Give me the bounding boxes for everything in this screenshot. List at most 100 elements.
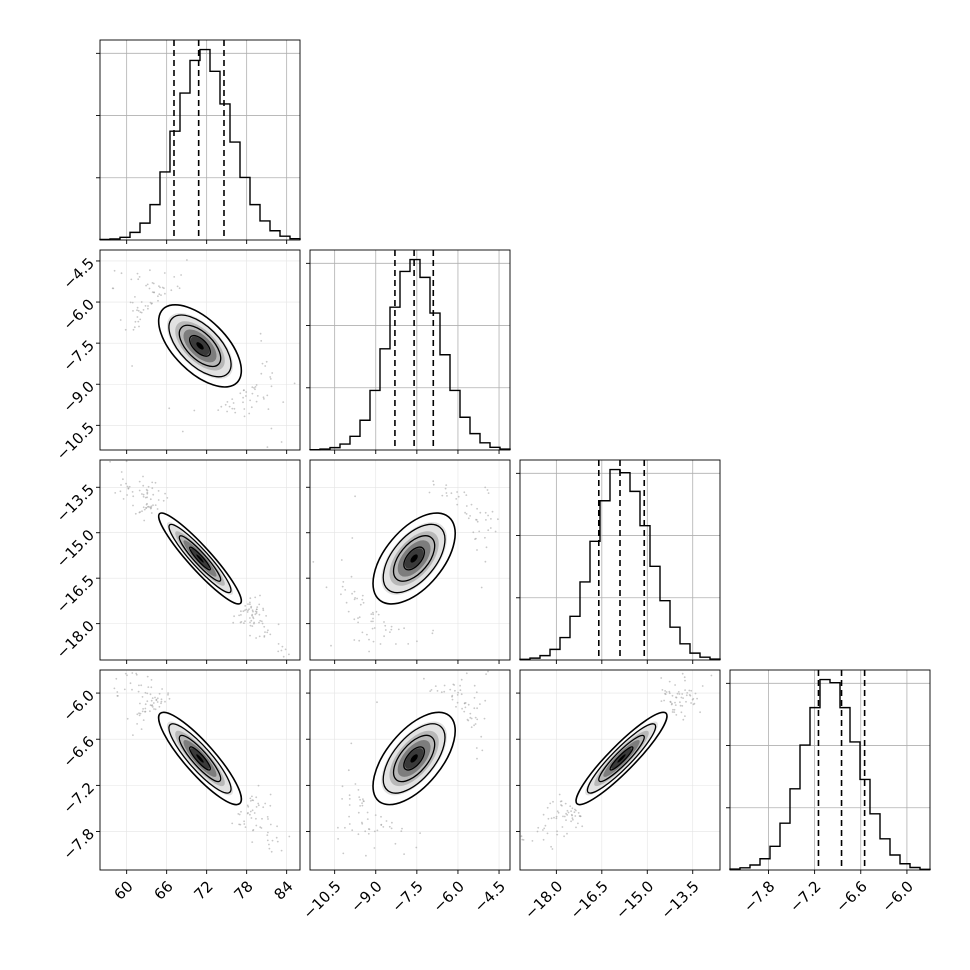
scatter-point (111, 287, 114, 290)
scatter-point (149, 301, 152, 304)
density-fill (196, 342, 204, 350)
x-tick-label: −7.5 (388, 877, 426, 915)
scatter-point (469, 716, 472, 719)
scatter-point (277, 650, 280, 653)
scatter-point (263, 398, 265, 400)
scatter-point (570, 813, 573, 816)
scatter-point (678, 693, 681, 695)
scatter-point (151, 487, 154, 490)
scatter-point (146, 283, 149, 286)
scatter-point (136, 713, 139, 716)
scatter-point (465, 672, 468, 675)
y-tick-label: −9.0 (60, 378, 98, 416)
scatter-point (260, 620, 263, 623)
scatter-point (342, 581, 345, 583)
scatter-point (562, 815, 564, 818)
scatter-point (131, 672, 134, 674)
scatter-point (473, 696, 476, 699)
scatter-point (350, 742, 353, 745)
scatter-point (151, 697, 154, 699)
scatter-point (368, 650, 370, 653)
scatter-point (665, 691, 668, 693)
scatter-point (142, 506, 145, 509)
scatter-point (126, 674, 128, 677)
scatter-point (358, 639, 361, 642)
scatter-point (464, 706, 467, 709)
contour-line (157, 303, 243, 388)
scatter-point (520, 835, 523, 838)
scatter-point (132, 328, 135, 331)
scatter-point (551, 848, 554, 850)
scatter-point (147, 305, 149, 307)
panel-frame-2-0 (99, 459, 301, 661)
scatter-point (276, 840, 279, 843)
scatter-point (354, 597, 356, 599)
scatter-point (126, 485, 129, 488)
scatter-point (268, 843, 270, 846)
scatter-point (481, 749, 484, 752)
scatter-point (220, 405, 223, 408)
scatter-point (361, 594, 364, 597)
scatter-point (137, 278, 140, 281)
scatter-points-2-1 (312, 480, 499, 653)
scatter-point (134, 296, 136, 298)
scatter-point (141, 696, 144, 698)
scatter-point (451, 698, 454, 701)
scatter-point (288, 653, 290, 656)
scatter-point (384, 624, 387, 627)
scatter-point (457, 495, 460, 498)
contour-line (403, 746, 426, 771)
scatter-point (441, 494, 444, 497)
scatter-point (361, 802, 363, 804)
scatter-point (269, 378, 272, 380)
scatter-point (679, 701, 681, 704)
scatter-point (390, 628, 393, 631)
scatter-point (255, 796, 258, 799)
scatter-point (255, 400, 258, 403)
scatter-point (115, 677, 118, 680)
scatter-point (139, 318, 142, 321)
scatter-point (142, 495, 145, 498)
scatter-point (257, 804, 260, 807)
scatter-point (565, 812, 567, 815)
contour-line (403, 546, 426, 571)
scatter-point (244, 620, 246, 623)
scatter-point (249, 601, 251, 604)
contour-line (168, 723, 232, 794)
scatter-point (476, 549, 478, 551)
scatter-point (487, 492, 490, 494)
scatter-point (353, 618, 356, 621)
scatter-point (228, 405, 231, 408)
scatter-point (419, 832, 421, 834)
scatter-point (125, 460, 128, 463)
y-tick-label: −13.5 (53, 481, 98, 526)
scatter-point (136, 309, 138, 312)
scatter-point (432, 480, 435, 483)
scatter-point (261, 622, 264, 625)
scatter-point (252, 610, 254, 613)
scatter-point (153, 291, 156, 294)
scatter-point (249, 617, 251, 619)
contour-line (392, 535, 436, 582)
scatter-point (373, 830, 376, 833)
scatter-point (474, 716, 477, 719)
scatter-point (440, 691, 443, 694)
panel-frame-1-1 (309, 249, 511, 451)
scatter-point (372, 620, 374, 623)
scatter-point (249, 810, 252, 813)
contour-line (392, 734, 436, 783)
scatter-point (243, 389, 245, 392)
contour-line (372, 512, 457, 605)
scatter-point (231, 407, 234, 410)
scatter-point (549, 802, 552, 805)
scatter-point (330, 644, 332, 647)
scatter-point (240, 621, 243, 623)
scatter-point (432, 483, 435, 486)
y-tick-label: −7.8 (60, 825, 98, 863)
scatter-point (689, 694, 692, 697)
scatter-point (340, 559, 343, 561)
scatter-point (348, 798, 351, 800)
histogram-3 (729, 678, 931, 871)
scatter-point (145, 507, 147, 509)
panel-frame-3-2 (519, 669, 721, 871)
